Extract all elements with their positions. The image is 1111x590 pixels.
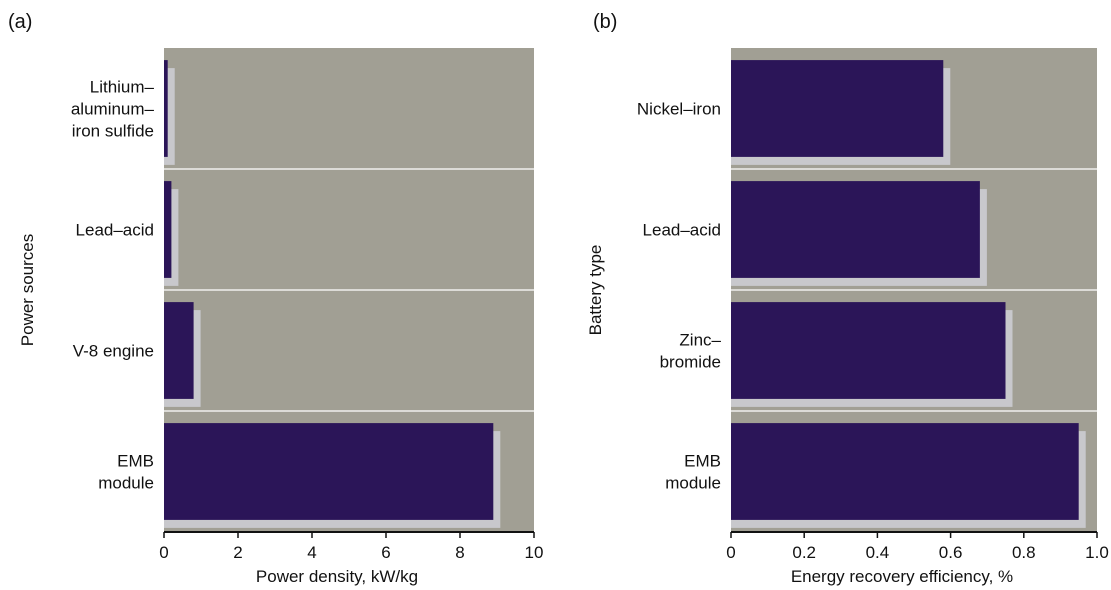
panel-label: (b): [593, 11, 617, 33]
x-tick-label: 6: [381, 543, 390, 562]
category-label: Zinc–: [679, 331, 721, 350]
x-tick-label: 0.2: [792, 543, 816, 562]
x-tick-label: 2: [233, 543, 242, 562]
x-tick-label: 10: [525, 543, 544, 562]
category-label: EMB: [117, 452, 154, 471]
category-label: EMB: [684, 452, 721, 471]
x-tick-label: 8: [455, 543, 464, 562]
bar: [731, 181, 980, 278]
x-tick-label: 4: [307, 543, 316, 562]
panel-label: (a): [8, 11, 32, 33]
category-label: Lead–acid: [76, 221, 154, 240]
category-label: iron sulfide: [72, 122, 154, 141]
category-label: module: [98, 474, 154, 493]
chart-panel-b: (b) Nickel–iron Lead–acid Zinc– bromide EMB mo…: [586, 11, 1109, 586]
x-tick-label: 0.6: [939, 543, 963, 562]
x-axis-title: Power density, kW/kg: [256, 567, 418, 586]
category-label: V-8 engine: [73, 342, 154, 361]
x-tick-label: 0.4: [866, 543, 890, 562]
bar: [164, 181, 172, 278]
bar: [731, 302, 1006, 399]
bar: [731, 60, 944, 157]
y-axis-title: Power sources: [18, 234, 37, 346]
bar: [164, 60, 168, 157]
category-label: module: [665, 474, 721, 493]
x-tick-label: 0: [726, 543, 735, 562]
category-label: Nickel–iron: [637, 100, 721, 119]
category-label: Lead–acid: [643, 221, 721, 240]
y-axis-title: Battery type: [586, 245, 605, 336]
category-label: Lithium–: [90, 78, 155, 97]
bar: [164, 302, 194, 399]
bar-shadow: [164, 68, 175, 165]
bar: [731, 423, 1079, 520]
x-tick-label: 0.8: [1012, 543, 1036, 562]
category-label: aluminum–: [71, 100, 155, 119]
x-tick-label: 0: [159, 543, 168, 562]
category-label: bromide: [660, 353, 721, 372]
x-tick-label: 1.0: [1085, 543, 1109, 562]
chart-panel-a: (a) Lithium– aluminum– iron sulfide Lead–aci…: [8, 11, 543, 586]
x-axis-title: Energy recovery efficiency, %: [791, 567, 1013, 586]
bar: [164, 423, 494, 520]
